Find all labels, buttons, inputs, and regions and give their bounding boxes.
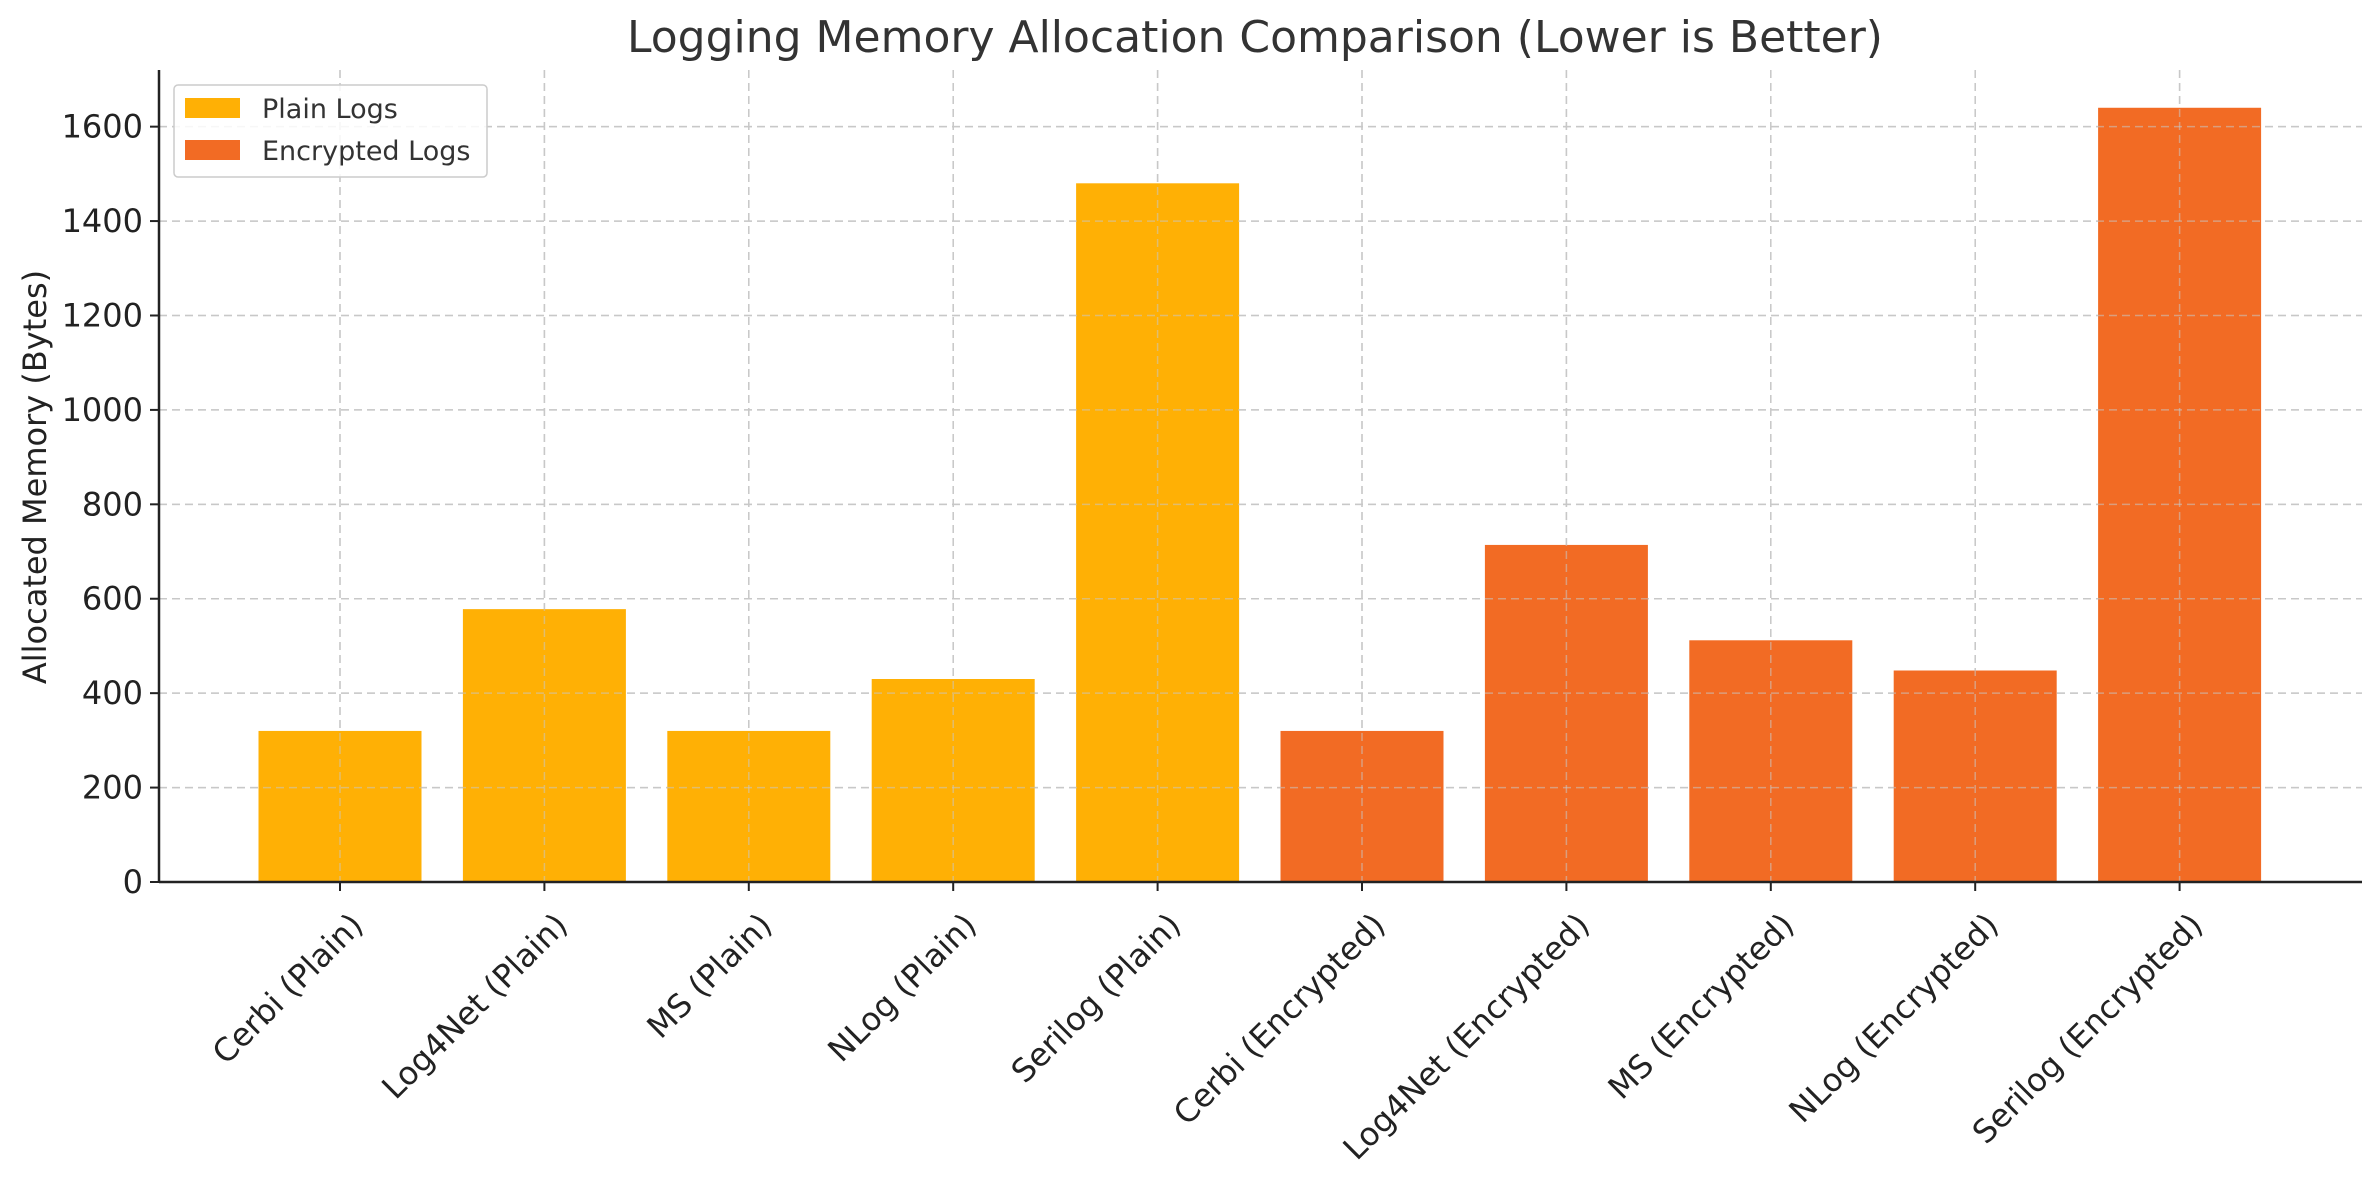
legend: Plain Logs Encrypted Logs xyxy=(173,84,488,178)
legend-box xyxy=(173,84,488,178)
legend-swatch xyxy=(185,140,240,160)
y-tick-label: 1400 xyxy=(62,202,143,240)
x-tick-label: Log4Net (Plain) xyxy=(374,906,575,1107)
y-ticks: 0 200 400 600 800 1000 1200 1400 1600 xyxy=(62,108,159,901)
legend-label: Plain Logs xyxy=(262,94,398,125)
x-tick-label: MS (Plain) xyxy=(639,906,779,1046)
y-tick-label: 1600 xyxy=(62,108,143,146)
y-tick-label: 1000 xyxy=(62,391,143,429)
x-tick-label: Cerbi (Encrypted) xyxy=(1166,906,1393,1133)
y-tick-label: 800 xyxy=(82,485,143,523)
y-tick-label: 200 xyxy=(82,769,143,807)
x-tick-label: NLog (Plain) xyxy=(820,906,983,1069)
legend-label: Encrypted Logs xyxy=(262,136,470,167)
x-tick-label: Cerbi (Plain) xyxy=(205,906,371,1072)
x-tick-label: MS (Encrypted) xyxy=(1601,906,1802,1107)
bars xyxy=(159,70,2362,883)
x-tick-label: NLog (Encrypted) xyxy=(1781,906,2005,1130)
y-tick-label: 400 xyxy=(82,674,143,712)
x-ticks: Cerbi (Plain) Log4Net (Plain) MS (Plain) NL… xyxy=(205,882,2210,1167)
chart-title: Logging Memory Allocation Comparison (Lo… xyxy=(627,12,1883,63)
x-tick-label: Serilog (Plain) xyxy=(1004,906,1189,1091)
y-tick-label: 0 xyxy=(123,863,143,901)
legend-swatch xyxy=(185,98,240,118)
bar-log4net-plain xyxy=(462,609,626,882)
y-axis-label: Allocated Memory (Bytes) xyxy=(16,270,54,684)
y-tick-label: 600 xyxy=(82,580,143,618)
y-tick-label: 1200 xyxy=(62,296,143,334)
axes xyxy=(157,70,2362,884)
x-tick-label: Serilog (Encrypted) xyxy=(1965,906,2210,1151)
